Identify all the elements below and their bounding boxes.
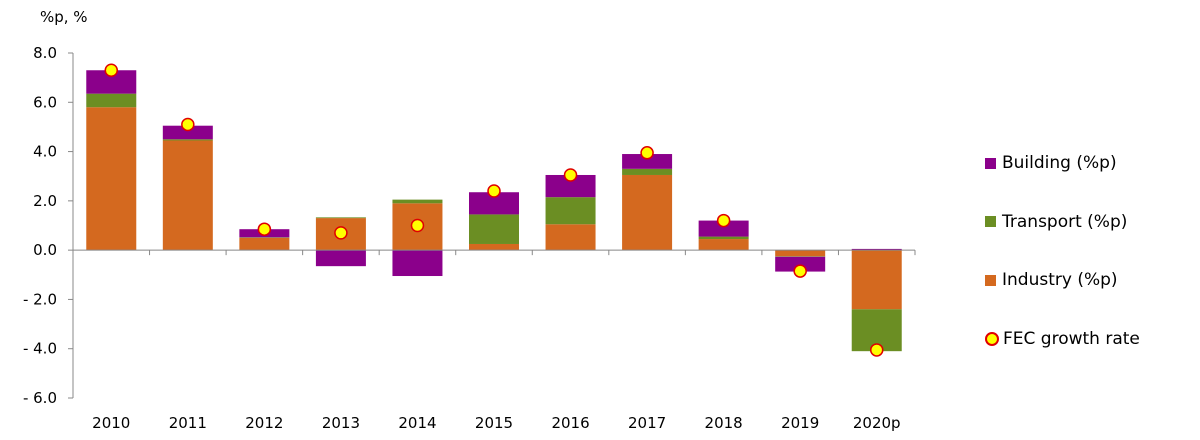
bar-transport [315, 217, 366, 219]
bar-transport [545, 197, 596, 225]
fec-growth-marker [793, 264, 807, 278]
y-tick-label: 8.0 [33, 44, 57, 62]
bar-building [545, 174, 596, 198]
bar-building [392, 250, 443, 277]
bar-building [86, 70, 137, 94]
y-tick-label: 6.0 [33, 93, 57, 111]
bar-building [622, 154, 673, 169]
y-tick-label: 2.0 [33, 192, 57, 210]
x-tick-label: 2013 [322, 414, 360, 432]
legend-item-transport: Transport (%p) [985, 193, 1140, 252]
x-tick-label: 2014 [398, 414, 436, 432]
x-tick-label: 2011 [169, 414, 207, 432]
y-tick-label: - 4.0 [23, 340, 57, 358]
y-tick-label: 0.0 [33, 241, 57, 259]
legend-label: Building (%p) [1002, 153, 1117, 174]
fec-growth-marker [181, 117, 195, 132]
bar-transport [162, 139, 213, 141]
legend-item-building: Building (%p) [985, 134, 1140, 193]
legend-label: FEC growth rate [1003, 328, 1140, 349]
bar-industry [86, 107, 137, 251]
bar-building [315, 250, 366, 267]
bar-industry [622, 174, 673, 251]
bar-transport [469, 214, 519, 244]
bar-industry [162, 140, 213, 251]
y-axis-unit-label: %p, % [40, 8, 88, 26]
fec-growth-marker [563, 168, 578, 182]
x-tick-label: 2015 [475, 414, 513, 432]
x-tick-label: 2017 [628, 414, 666, 432]
fec-growth-marker [487, 184, 501, 198]
legend-label: Industry (%p) [1002, 270, 1118, 291]
bar-transport [698, 236, 749, 240]
bar-building [851, 248, 902, 251]
bar-building [162, 125, 213, 140]
bar-transport [622, 168, 673, 175]
bar-industry [239, 237, 290, 251]
bar-building [775, 256, 826, 272]
fec-growth-marker [257, 222, 272, 236]
fec-growth-marker [640, 146, 654, 160]
bar-industry [698, 239, 749, 251]
x-tick-label: 2018 [705, 414, 743, 432]
legend-item-fec: FEC growth rate [985, 310, 1140, 369]
fec-growth-marker [334, 226, 348, 240]
legend-swatch-building [985, 157, 996, 169]
legend-swatch-transport [985, 216, 996, 228]
legend-marker-fec [985, 331, 999, 346]
y-tick-label: - 6.0 [23, 389, 57, 407]
fec-growth-marker [104, 63, 119, 77]
bar-building [469, 192, 519, 215]
bar-industry [469, 243, 519, 251]
bar-transport [86, 93, 137, 108]
bar-industry [545, 224, 596, 251]
bar-industry [851, 250, 902, 310]
bar-transport [392, 199, 443, 204]
legend-item-industry: Industry (%p) [985, 251, 1140, 310]
fec-growth-marker [410, 218, 425, 233]
bar-building [698, 220, 749, 237]
x-tick-label: 2020p [853, 414, 901, 432]
x-tick-label: 2019 [781, 414, 819, 432]
x-tick-label: 2012 [245, 414, 283, 432]
x-tick-label: 2010 [92, 414, 130, 432]
legend: Building (%p) Transport (%p) Industry (%… [985, 134, 1140, 368]
bar-industry [775, 250, 826, 257]
x-tick-label: 2016 [551, 414, 589, 432]
legend-swatch-industry [985, 274, 996, 286]
legend-label: Transport (%p) [1002, 211, 1128, 232]
y-tick-label: 4.0 [33, 143, 57, 161]
y-tick-label: - 2.0 [23, 290, 57, 308]
fec-growth-marker [716, 213, 731, 228]
fec-growth-marker [869, 343, 884, 357]
